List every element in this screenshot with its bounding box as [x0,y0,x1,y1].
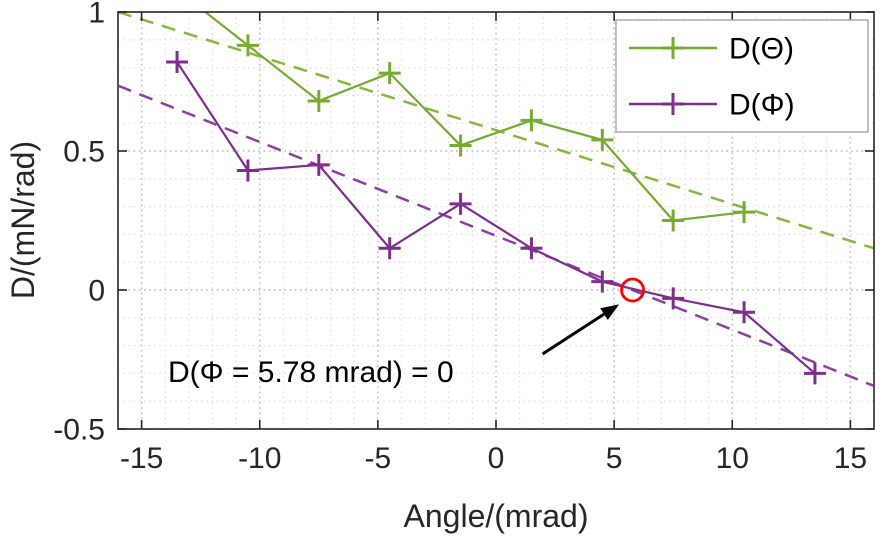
data-marker-plus [166,51,189,74]
x-tick-label: 0 [488,442,505,475]
trend-line-0 [119,12,873,250]
data-series [119,12,873,387]
y-tick-label: 1 [88,0,105,30]
y-tick-label: 0 [88,275,105,308]
data-marker-plus [378,62,401,85]
legend: D(Θ) D(Φ) [615,19,869,133]
data-marker-plus [378,237,401,260]
x-tick-label: 5 [606,442,623,475]
data-marker-plus [733,201,756,224]
data-marker-plus [520,109,543,132]
legend-entry-label: D(Θ) [729,33,794,66]
data-marker-plus [662,287,685,310]
annotation-circle [620,277,645,303]
axes [117,11,875,430]
x-tick-label: 15 [834,442,867,475]
x-axis-label: Angle/(mrad) [404,498,589,534]
data-marker-plus [307,89,330,112]
x-tick-label: -5 [365,442,392,475]
data-marker-plus [449,134,472,157]
annotation-text: D(Φ = 5.78 mrad) = 0 [168,356,454,389]
legend-sample-marker [662,93,684,115]
data-marker-plus [307,153,330,176]
data-marker-plus [520,237,543,260]
series-line-1 [176,61,816,375]
x-tick-label: -15 [120,442,163,475]
x-tick-label: 10 [716,442,749,475]
data-marker-plus [449,192,472,215]
y-tick-label: 0.5 [63,136,105,169]
y-tick-label: -0.5 [53,414,105,447]
data-marker-plus [591,128,614,151]
data-marker-plus [803,362,826,385]
data-marker-plus [662,209,685,232]
annotation-arrow [541,304,620,356]
legend-box [615,19,869,133]
data-marker-plus [591,270,614,293]
data-marker-plus [236,34,259,57]
x-tick-label: -10 [238,442,281,475]
legend-sample-marker [662,37,684,59]
y-axis-label: D/(mN/rad) [5,141,41,299]
data-marker-plus [236,159,259,182]
annotation-group [541,277,645,356]
data-marker-plus [733,301,756,324]
legend-entry-label: D(Φ) [729,89,795,122]
trend-line-1 [119,84,873,387]
tick-labels: -15 -10 -5 0 5 10 15 -0.5 0 0.5 1 [53,0,867,475]
